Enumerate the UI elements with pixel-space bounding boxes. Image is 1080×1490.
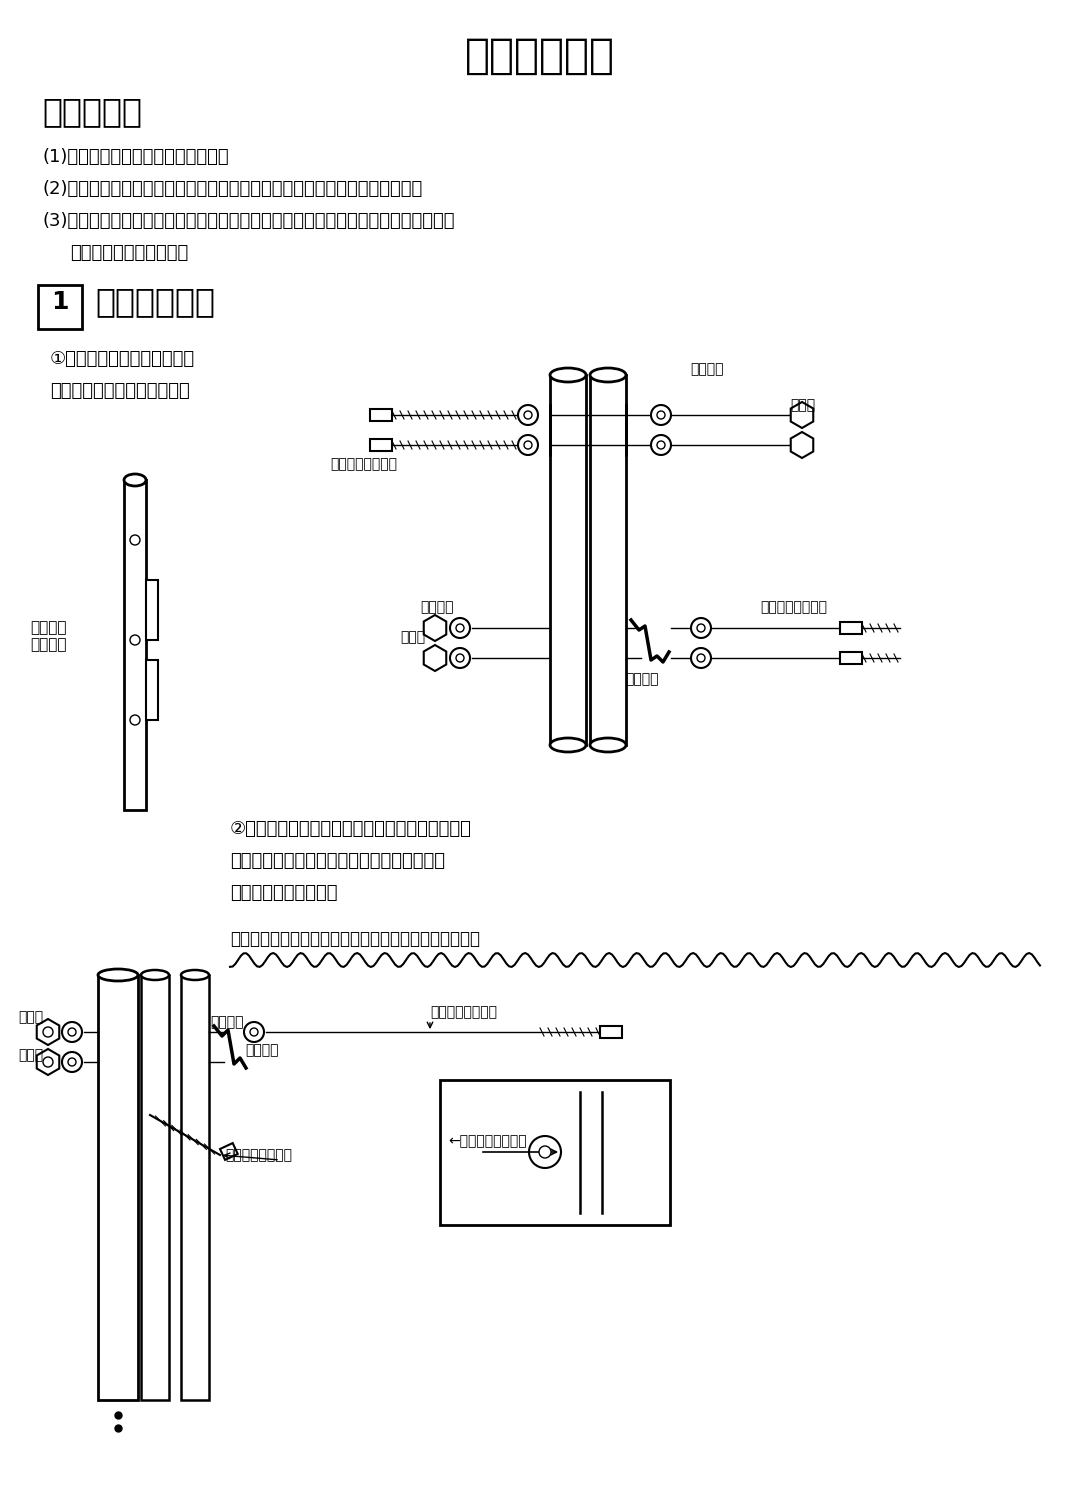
Circle shape	[518, 435, 538, 454]
Bar	[370, 440, 392, 451]
Bar	[440, 1080, 670, 1225]
Text: (2)　スコップ・ツルハシ・砂利（大・小）・セメント等を準備して下さい。: (2) スコップ・ツルハシ・砂利（大・小）・セメント等を準備して下さい。	[42, 180, 422, 198]
Text: を準備して下さい。: を準備して下さい。	[70, 244, 188, 262]
Ellipse shape	[124, 474, 146, 486]
Circle shape	[518, 405, 538, 425]
Ellipse shape	[550, 368, 586, 381]
Circle shape	[62, 1022, 82, 1042]
Text: 固定金具: 固定金具	[210, 1015, 243, 1030]
Circle shape	[697, 624, 705, 632]
Circle shape	[456, 654, 464, 662]
Text: 固定金具止ボルト: 固定金具止ボルト	[430, 1004, 497, 1019]
Text: ←下から２番目の穴: ←下から２番目の穴	[448, 1134, 527, 1147]
Bar	[840, 653, 862, 665]
Circle shape	[539, 1146, 551, 1158]
Bar	[590, 375, 626, 745]
Ellipse shape	[550, 738, 586, 752]
Text: 1: 1	[51, 291, 69, 314]
Text: ワッシャ: ワッシャ	[245, 1043, 279, 1056]
Circle shape	[43, 1056, 53, 1067]
Circle shape	[249, 1028, 258, 1036]
Bar	[220, 1143, 238, 1159]
Text: ワッシャ: ワッシャ	[420, 600, 454, 614]
Ellipse shape	[141, 970, 168, 980]
Circle shape	[529, 1135, 561, 1168]
Text: 固定金具: 固定金具	[625, 672, 659, 685]
Circle shape	[456, 624, 464, 632]
Text: ナット: ナット	[400, 630, 426, 644]
Ellipse shape	[590, 738, 626, 752]
Circle shape	[68, 1028, 76, 1036]
Circle shape	[450, 648, 470, 668]
Circle shape	[691, 648, 711, 668]
Ellipse shape	[98, 968, 138, 980]
Bar	[124, 480, 146, 811]
Circle shape	[130, 535, 140, 545]
Text: ②ポール本体の基パイプ（最太）のみ、抜き出し: ②ポール本体の基パイプ（最太）のみ、抜き出し	[230, 820, 472, 837]
Bar	[600, 1027, 622, 1039]
Bar	[370, 408, 392, 422]
Circle shape	[43, 1027, 53, 1037]
Bar	[550, 375, 586, 745]
Ellipse shape	[590, 368, 626, 381]
Text: ナット: ナット	[18, 1010, 43, 1024]
Bar	[181, 974, 210, 1401]
Bar	[840, 621, 862, 635]
Text: パイルの組立: パイルの組立	[95, 285, 215, 317]
Text: 固定金具止ボルト: 固定金具止ボルト	[760, 600, 827, 614]
Text: (3)　ポール組立工具や用具（スパナ各種・ハンマー・ドライバー・脚立・置台等）: (3) ポール組立工具や用具（スパナ各種・ハンマー・ドライバー・脚立・置台等）	[42, 212, 455, 229]
Text: 基パイプ止ボルト: 基パイプ止ボルト	[225, 1147, 292, 1162]
Text: 左の図の様にパイルの間に固定金具にて、: 左の図の様にパイルの間に固定金具にて、	[230, 852, 445, 870]
Circle shape	[524, 441, 532, 448]
Text: ワッシャ: ワッシャ	[690, 362, 724, 375]
Text: 固定金具止ボルト: 固定金具止ボルト	[330, 457, 397, 471]
Circle shape	[691, 618, 711, 638]
Circle shape	[62, 1052, 82, 1071]
Circle shape	[130, 715, 140, 726]
Circle shape	[524, 411, 532, 419]
Text: 注）上部の固定金具は、ずらして取り付けてください。: 注）上部の固定金具は、ずらして取り付けてください。	[230, 930, 480, 948]
Text: 【組立て方】: 【組立て方】	[465, 34, 615, 77]
Bar	[146, 580, 158, 641]
Circle shape	[68, 1058, 76, 1065]
Text: 基パイプ
（最太）: 基パイプ （最太）	[30, 620, 67, 653]
Text: 固定金具で連結させます。: 固定金具で連結させます。	[50, 381, 190, 399]
Text: ①パイル２本を右の図の様に: ①パイル２本を右の図の様に	[50, 350, 195, 368]
Ellipse shape	[181, 970, 210, 980]
Circle shape	[651, 435, 671, 454]
Text: ナット: ナット	[789, 398, 815, 413]
Circle shape	[244, 1022, 264, 1042]
Circle shape	[657, 441, 665, 448]
Text: 前　準　備: 前 準 備	[42, 95, 141, 128]
Circle shape	[450, 618, 470, 638]
Bar	[38, 285, 82, 329]
Text: (1)　矢車を組立てておいて下さい。: (1) 矢車を組立てておいて下さい。	[42, 148, 229, 165]
Circle shape	[697, 654, 705, 662]
Text: 固定してください。: 固定してください。	[230, 884, 337, 901]
Circle shape	[651, 405, 671, 425]
Bar	[98, 974, 138, 1401]
Text: ナット: ナット	[18, 1047, 43, 1062]
Circle shape	[657, 411, 665, 419]
Circle shape	[130, 635, 140, 645]
Bar	[141, 974, 168, 1401]
Bar	[146, 660, 158, 720]
